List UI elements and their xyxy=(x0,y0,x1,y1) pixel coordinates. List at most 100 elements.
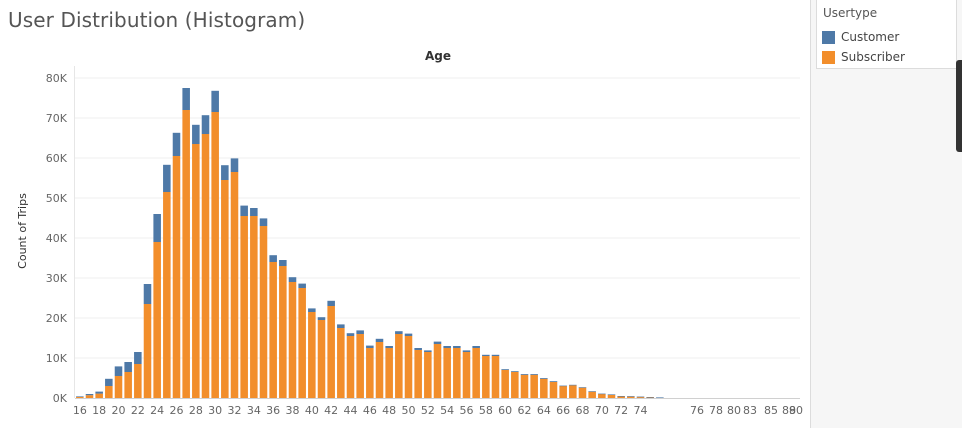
bar-subscriber-37 xyxy=(279,266,287,398)
y-tick-label-50000: 50K xyxy=(46,192,68,205)
bar-subscriber-55 xyxy=(453,348,461,398)
x-tick-label-36: 36 xyxy=(266,404,280,417)
x-tick-label-62: 62 xyxy=(518,404,532,417)
x-tick-label-83: 83 xyxy=(743,404,757,417)
bar-subscriber-53 xyxy=(433,344,442,398)
x-tick-label-46: 46 xyxy=(363,404,377,417)
bar-customer-64 xyxy=(540,378,548,379)
scrollbar-edge[interactable] xyxy=(956,60,962,152)
bar-subscriber-54 xyxy=(443,348,451,398)
x-tick-label-38: 38 xyxy=(286,404,300,417)
bar-customer-47 xyxy=(375,338,384,342)
bar-customer-49 xyxy=(395,331,403,334)
bar-customer-73 xyxy=(627,396,635,397)
bar-customer-38 xyxy=(288,277,297,282)
bar-customer-36 xyxy=(269,255,277,262)
x-tick-label-60: 60 xyxy=(498,404,512,417)
bar-subscriber-71 xyxy=(607,394,616,398)
bar-subscriber-46 xyxy=(366,348,374,398)
bar-customer-74 xyxy=(636,396,645,398)
bar-subscriber-68 xyxy=(578,387,587,398)
bar-subscriber-22 xyxy=(134,364,142,398)
x-tick-label-42: 42 xyxy=(324,404,338,417)
x-tick-label-68: 68 xyxy=(576,404,590,417)
bar-subscriber-69 xyxy=(588,391,596,398)
bar-customer-68 xyxy=(578,387,587,388)
bar-customer-62 xyxy=(520,374,529,375)
x-tick-label-32: 32 xyxy=(228,404,242,417)
bar-subscriber-60 xyxy=(501,370,509,398)
legend-label-subscriber: Subscriber xyxy=(841,50,905,64)
bar-customer-19 xyxy=(105,378,113,386)
bar-customer-18 xyxy=(95,391,103,394)
bar-subscriber-58 xyxy=(482,356,490,398)
bar-customer-61 xyxy=(511,371,519,372)
bar-subscriber-65 xyxy=(549,382,558,398)
bar-customer-58 xyxy=(482,354,490,356)
bar-customer-25 xyxy=(163,164,171,192)
bar-customer-39 xyxy=(298,283,306,288)
bar-subscriber-39 xyxy=(298,288,306,398)
x-tick-label-66: 66 xyxy=(556,404,570,417)
x-tick-label-85: 85 xyxy=(764,404,778,417)
bar-subscriber-64 xyxy=(540,378,548,398)
legend-title: Usertype xyxy=(823,6,878,20)
bar-customer-63 xyxy=(530,374,538,375)
bar-subscriber-50 xyxy=(404,336,413,398)
bar-subscriber-51 xyxy=(414,350,422,398)
bar-customer-69 xyxy=(588,391,596,392)
x-tick-label-26: 26 xyxy=(170,404,184,417)
bar-subscriber-32 xyxy=(230,172,239,398)
bar-customer-21 xyxy=(124,362,132,372)
histogram-chart: 0K 10K 20K 30K 40K 50K 60K 70K 80K 16 18 20 22 24 26 28… xyxy=(16,49,803,417)
bar-customer-31 xyxy=(221,165,229,180)
bar-customer-40 xyxy=(308,308,316,312)
bar-customer-52 xyxy=(424,350,432,352)
bar-customer-46 xyxy=(366,345,374,348)
x-tick-label-18: 18 xyxy=(92,404,106,417)
bar-subscriber-74 xyxy=(636,396,645,398)
x-tick-label-64: 64 xyxy=(537,404,551,417)
bar-customer-43 xyxy=(337,324,345,328)
legend-swatch-subscriber xyxy=(822,51,835,64)
legend: Usertype Customer Subscriber xyxy=(816,0,957,69)
bar-customer-34 xyxy=(250,208,258,216)
bar-subscriber-17 xyxy=(85,395,94,398)
bar-customer-55 xyxy=(453,346,461,348)
x-tick-label-54: 54 xyxy=(440,404,454,417)
bar-subscriber-29 xyxy=(201,134,210,398)
y-tick-label-0: 0K xyxy=(53,392,68,405)
bar-subscriber-23 xyxy=(143,304,152,398)
bar-subscriber-38 xyxy=(288,282,297,398)
bar-customer-29 xyxy=(201,115,210,134)
bar-customer-66 xyxy=(559,385,567,387)
bar-subscriber-59 xyxy=(491,356,500,398)
x-tick-label-88: 88 xyxy=(782,404,796,417)
x-tick-label-78: 78 xyxy=(709,404,723,417)
bar-subscriber-28 xyxy=(192,144,200,398)
bar-customer-59 xyxy=(491,354,500,356)
bar-customer-56 xyxy=(462,350,471,352)
bar-customer-60 xyxy=(501,369,509,370)
bar-subscriber-70 xyxy=(598,394,606,398)
x-tick-label-50: 50 xyxy=(402,404,416,417)
x-tick-label-80: 80 xyxy=(727,404,741,417)
x-tick-label-48: 48 xyxy=(382,404,396,417)
bar-customer-48 xyxy=(385,346,393,348)
legend-pane xyxy=(810,0,962,428)
bar-customer-42 xyxy=(327,300,335,306)
chart-title: User Distribution (Histogram) xyxy=(8,8,306,32)
bar-subscriber-24 xyxy=(153,242,161,398)
bar-customer-23 xyxy=(143,284,152,304)
x-tick-label-22: 22 xyxy=(131,404,145,417)
x-tick-label-52: 52 xyxy=(421,404,435,417)
bar-customer-45 xyxy=(356,330,364,334)
bar-customer-35 xyxy=(259,218,268,226)
x-tick-label-74: 74 xyxy=(634,404,648,417)
x-tick-label-28: 28 xyxy=(189,404,203,417)
bar-customer-30 xyxy=(211,90,219,112)
axes: 0K 10K 20K 30K 40K 50K 60K 70K 80K 16 18 20 22 24 26 28… xyxy=(46,66,803,417)
bar-customer-33 xyxy=(240,205,248,216)
y-tick-label-80000: 80K xyxy=(46,72,68,85)
bar-customer-32 xyxy=(230,158,239,172)
